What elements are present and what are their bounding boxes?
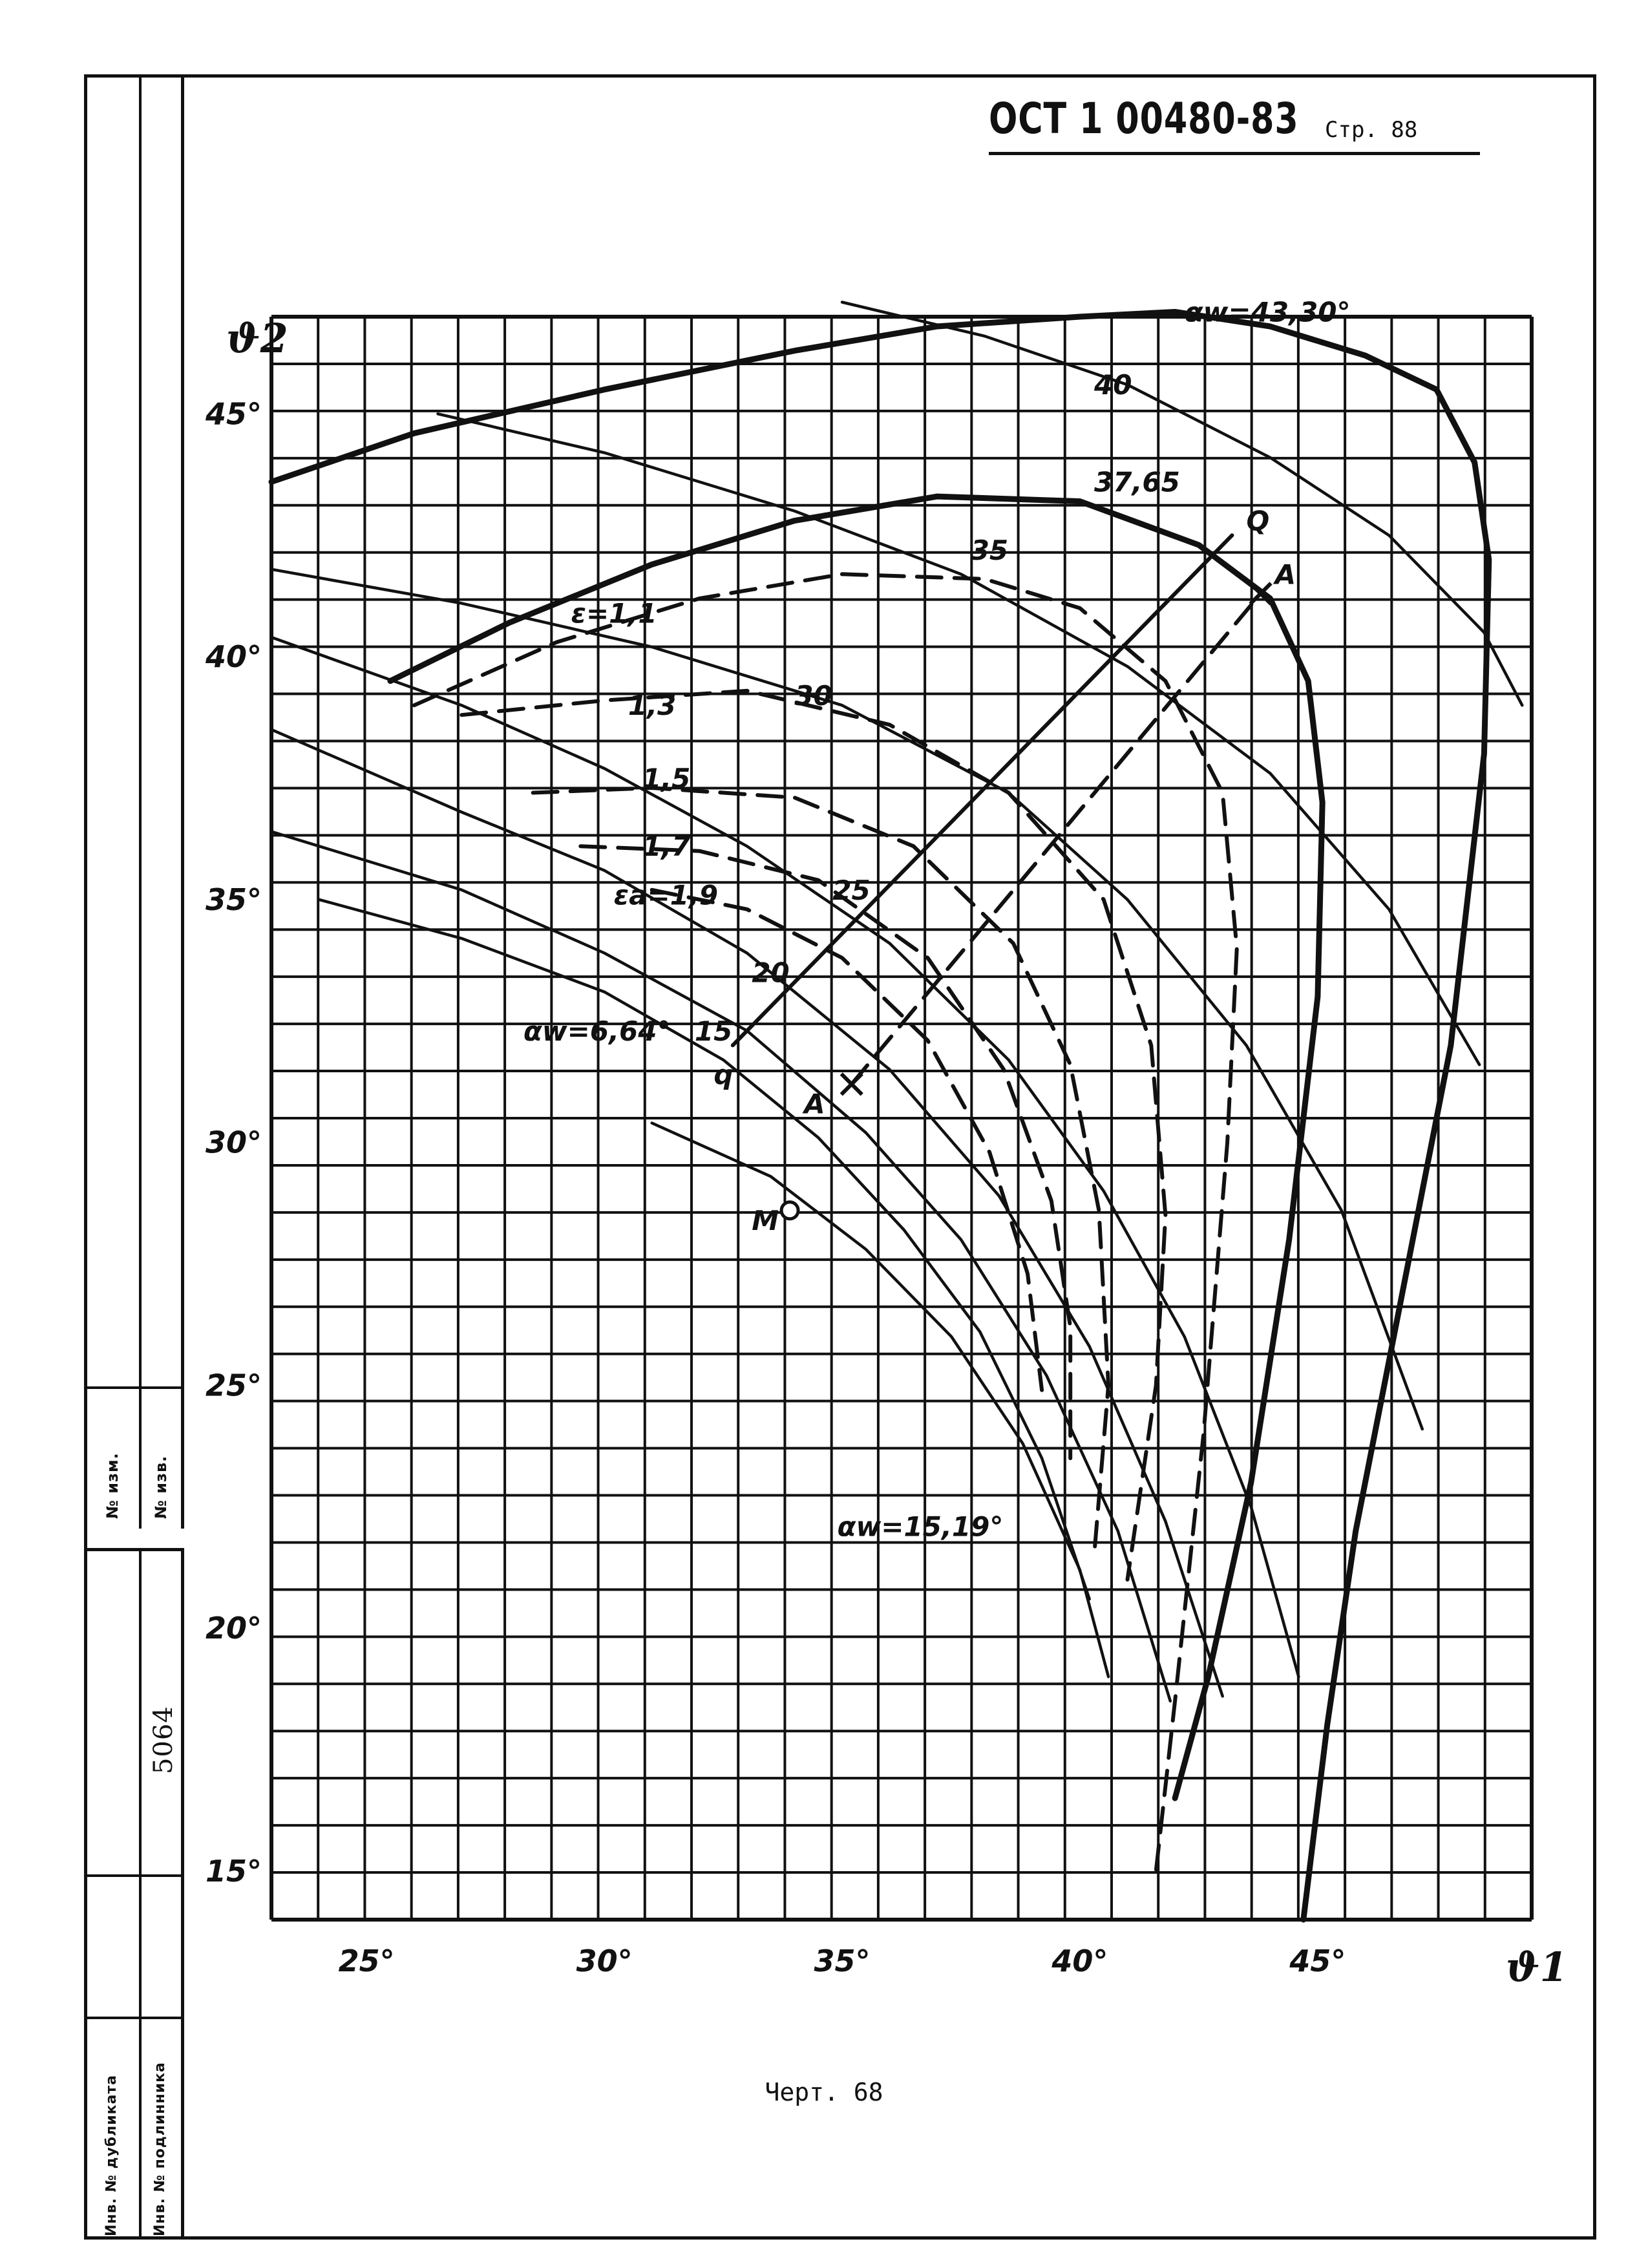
point-marker-a xyxy=(1249,582,1273,606)
curve-annotation: 1,5 xyxy=(642,763,690,794)
stamp-divider xyxy=(84,1874,181,1877)
x-tick-label: 30° xyxy=(576,1944,633,1978)
series-curve xyxy=(436,412,1481,1066)
series-curve xyxy=(268,309,1492,1923)
side-stamp-upper: № изм. № изв. xyxy=(84,74,184,1529)
series-curve xyxy=(269,830,1172,1703)
y-tick-label: 40° xyxy=(205,639,262,674)
curve-annotation: ε=1,1 xyxy=(571,597,657,629)
series-curve xyxy=(840,301,1524,707)
curve-annotation: 1,7 xyxy=(642,831,691,862)
stamp-divider xyxy=(139,1551,142,2240)
curve-annotation: M xyxy=(752,1205,779,1236)
point-marker-a xyxy=(840,1072,863,1096)
series-curve xyxy=(730,533,1234,1048)
figure-caption: Черт. 68 xyxy=(765,2078,883,2106)
y-axis-label: ϑ2 xyxy=(226,315,288,362)
y-tick-label: 25° xyxy=(206,1368,262,1403)
x-tick-label: 45° xyxy=(1289,1944,1346,1978)
x-axis-label: ϑ1 xyxy=(1506,1944,1568,1991)
series-curve xyxy=(387,493,1326,1801)
y-tick-label: 30° xyxy=(206,1125,262,1160)
curve-annotation: q xyxy=(713,1059,733,1090)
stamp-divider xyxy=(139,74,142,1529)
series-curve xyxy=(650,887,1044,1392)
x-tick-label: 40° xyxy=(1051,1944,1108,1978)
curve-annotation: αw=43,30° xyxy=(1185,297,1351,328)
curve-annotation: αw=6,64° xyxy=(523,1015,670,1047)
document-code: ОСТ 1 00480-83 xyxy=(989,94,1299,143)
curve-annotation: 20 xyxy=(752,957,789,989)
series-curve xyxy=(269,635,1300,1679)
stamp-divider xyxy=(84,2017,181,2019)
y-tick-label: 15° xyxy=(206,1854,262,1889)
curve-annotation: 37,65 xyxy=(1094,467,1180,498)
series-curve xyxy=(269,728,1224,1698)
stamp-divider xyxy=(84,1386,181,1389)
curve-annotation: Q xyxy=(1246,505,1269,537)
series-curve xyxy=(650,1121,1110,1679)
series-curve xyxy=(849,591,1263,1086)
curve-annotation: 15 xyxy=(695,1015,732,1047)
point-marker-m xyxy=(779,1200,800,1221)
side-stamp-lower: 5064 Инв. № дубликата Инв. № подлинника xyxy=(84,1548,184,2240)
curve-annotation: A xyxy=(1273,558,1296,590)
x-tick-label: 25° xyxy=(339,1944,395,1978)
y-tick-label: 35° xyxy=(206,882,262,917)
series-curve xyxy=(531,786,1111,1558)
document-header: ОСТ 1 00480-83 Стр. 88 xyxy=(989,94,1480,155)
page-number: Стр. 88 xyxy=(1325,117,1418,143)
series-curve xyxy=(269,567,1424,1431)
y-tick-label: 45° xyxy=(205,396,262,431)
series-curve xyxy=(412,572,1239,1873)
curve-annotation: 30 xyxy=(794,680,832,712)
curve-annotation: 35 xyxy=(971,535,1008,566)
curve-annotation: A xyxy=(802,1088,825,1119)
series-curve xyxy=(460,688,1168,1582)
curve-annotation: 1,3 xyxy=(628,690,676,721)
y-tick-label: 20° xyxy=(206,1611,262,1646)
curve-annotation: αw=15,19° xyxy=(838,1510,1004,1542)
curve-annotation: 25 xyxy=(832,874,870,906)
series-curve xyxy=(317,898,1091,1601)
series-curve xyxy=(578,844,1073,1461)
curve-annotation: 40 xyxy=(1093,369,1132,401)
page-frame xyxy=(84,74,1596,2240)
curve-annotation: εa=1,9 xyxy=(614,879,718,911)
x-tick-label: 35° xyxy=(814,1944,871,1978)
